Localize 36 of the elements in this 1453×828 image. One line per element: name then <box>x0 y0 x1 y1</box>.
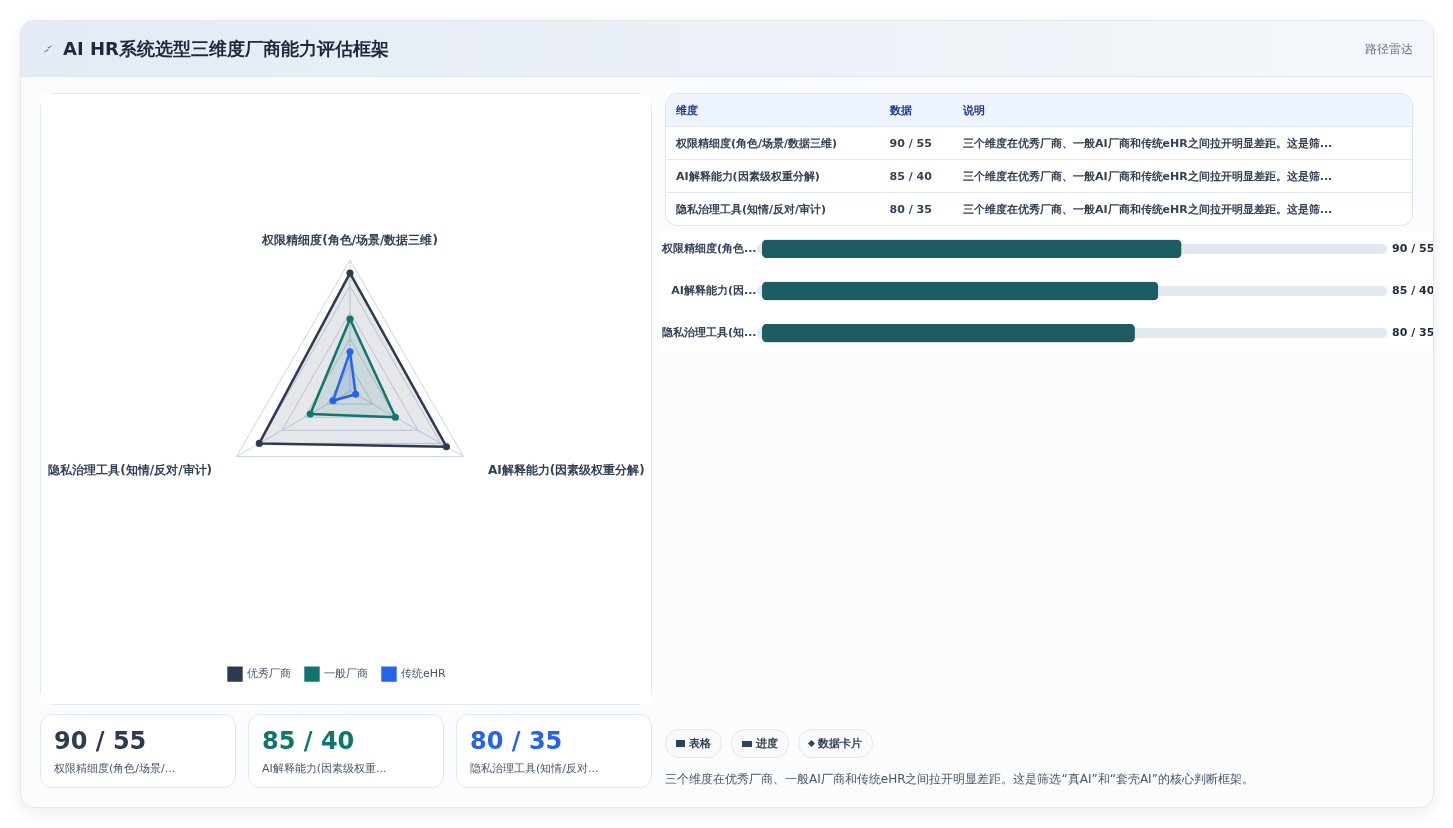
category-label: AI解释能力(因素级权重分解) <box>666 159 880 193</box>
text: 85 / 40 <box>889 169 932 183</box>
text: 80 / 35 <box>889 202 932 216</box>
legend-label: 一般厂商 <box>324 667 368 681</box>
legend-label: 优秀厂商 <box>247 667 291 681</box>
category-label: 权限精细度(角色/场景/数据三维) <box>666 126 880 160</box>
text: 90 / 55 <box>889 136 932 150</box>
y-tick-label: 权限精细度(角色... <box>660 241 757 255</box>
text: 维度 <box>666 94 880 127</box>
category-label: 权限精细度(角色/场景/... <box>54 761 176 776</box>
text: 数据卡片 <box>818 736 862 751</box>
text: 路径雷达 <box>1365 41 1413 58</box>
text: 三个维度在优秀厂商、一般AI厂商和传统eHR之间拉开明显差距。这是筛... <box>952 159 1412 193</box>
spoke-label: AI解释能力(因素级权重分解) <box>487 463 645 478</box>
text: 进度 <box>756 736 778 751</box>
spoke-label: 隐私治理工具(知情/反对/审计) <box>48 463 213 478</box>
text: 说明 <box>952 94 1412 127</box>
text: 85 / 40 <box>262 727 355 755</box>
y-tick-label: AI解释能力(因... <box>671 284 757 297</box>
chart-title: AI HR系统选型三维度厂商能力评估框架 <box>63 37 389 61</box>
text: 数据 <box>879 94 953 127</box>
category-label: 隐私治理工具(知情/反对/审计) <box>666 192 880 225</box>
legend-label: 传统eHR <box>401 667 447 681</box>
category-label: AI解释能力(因素级权重... <box>262 761 387 776</box>
data-label: 90 / 55 <box>1392 241 1435 255</box>
spoke-label: 权限精细度(角色/场景/数据三维) <box>261 232 438 247</box>
text: 三个维度在优秀厂商、一般AI厂商和传统eHR之间拉开明显差距。这是筛选“真AI”和“套壳AI”的核心判断框架。 <box>665 771 1254 788</box>
text: 三个维度在优秀厂商、一般AI厂商和传统eHR之间拉开明显差距。这是筛... <box>952 126 1412 160</box>
data-label: 80 / 35 <box>1392 326 1435 340</box>
category-label: 隐私治理工具(知情/反对... <box>470 761 599 776</box>
text: 80 / 35 <box>470 727 563 755</box>
text: 三个维度在优秀厂商、一般AI厂商和传统eHR之间拉开明显差距。这是筛... <box>952 192 1412 225</box>
text: 90 / 55 <box>54 727 147 755</box>
text: 表格 <box>689 736 711 751</box>
y-tick-label: 隐私治理工具(知... <box>661 326 757 340</box>
data-label: 85 / 40 <box>1392 284 1435 297</box>
